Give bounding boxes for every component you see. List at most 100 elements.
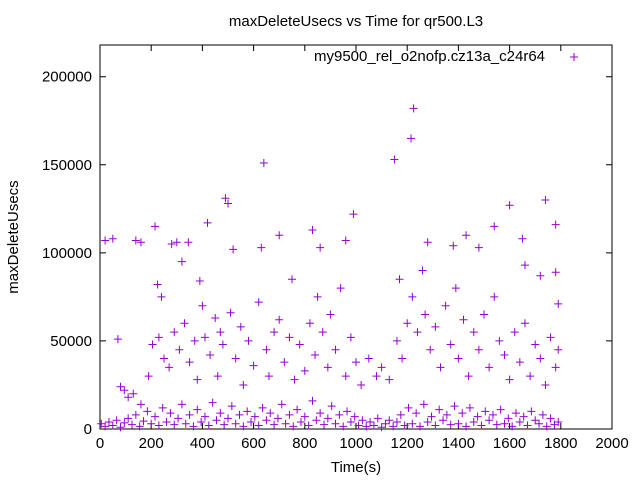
- legend-marker: [570, 53, 578, 61]
- data-point: [162, 417, 171, 426]
- data-point: [160, 354, 168, 363]
- data-point: [373, 414, 382, 423]
- data-point: [531, 416, 540, 425]
- data-point: [116, 382, 125, 391]
- data-point: [554, 345, 563, 354]
- x-tick-label: 400: [190, 435, 215, 452]
- data-point: [354, 421, 363, 430]
- data-point: [519, 412, 528, 421]
- data-point: [308, 396, 317, 405]
- data-point: [281, 419, 290, 428]
- x-tick-label: 1400: [442, 435, 475, 452]
- data-point: [231, 419, 240, 428]
- data-point: [474, 345, 483, 354]
- data-point: [200, 333, 209, 342]
- data-point: [421, 310, 430, 319]
- data-point: [213, 372, 222, 381]
- data-point: [249, 361, 258, 370]
- data-point: [167, 240, 176, 249]
- data-point: [520, 319, 529, 328]
- y-tick-label: 100000: [42, 245, 92, 262]
- data-point: [293, 405, 302, 414]
- data-point: [477, 421, 486, 430]
- legend: my9500_rel_o2nofp.cz13a_c24r64: [314, 48, 578, 65]
- data-point: [508, 422, 517, 431]
- data-point: [148, 340, 157, 349]
- data-point: [464, 372, 473, 381]
- data-point: [408, 292, 417, 301]
- data-point: [488, 410, 497, 419]
- data-point: [154, 333, 163, 342]
- data-point: [423, 417, 432, 426]
- data-point: [311, 351, 320, 360]
- data-point: [275, 231, 284, 240]
- data-point: [451, 284, 460, 293]
- data-point: [449, 241, 458, 250]
- data-point: [124, 414, 133, 423]
- data-point: [346, 333, 355, 342]
- data-point: [469, 328, 478, 337]
- data-point: [412, 409, 421, 418]
- data-point: [326, 310, 335, 319]
- data-point: [331, 345, 340, 354]
- data-point: [500, 351, 509, 360]
- data-point: [385, 375, 394, 384]
- data-point: [116, 423, 125, 432]
- data-point: [500, 419, 509, 428]
- data-point: [518, 234, 527, 243]
- x-tick-label: 2000: [595, 435, 628, 452]
- data-point: [554, 417, 563, 426]
- data-point: [335, 410, 344, 419]
- data-point: [364, 354, 373, 363]
- data-point: [157, 292, 166, 301]
- data-point: [435, 405, 444, 414]
- data-point: [485, 416, 494, 425]
- data-point: [349, 210, 358, 219]
- data-point: [403, 319, 412, 328]
- data-point: [450, 402, 459, 411]
- data-point: [439, 416, 448, 425]
- data-point: [151, 222, 160, 231]
- data-point: [495, 336, 504, 345]
- data-point: [211, 314, 220, 323]
- data-point: [459, 315, 468, 324]
- data-point: [273, 414, 282, 423]
- x-tick-label: 1000: [339, 435, 372, 452]
- data-point: [396, 410, 405, 419]
- data-point: [120, 418, 129, 427]
- data-point: [392, 336, 401, 345]
- data-point: [343, 407, 352, 416]
- data-point: [247, 417, 256, 426]
- data-point: [327, 402, 336, 411]
- data-point: [362, 422, 371, 431]
- data-point: [398, 354, 407, 363]
- data-point: [151, 412, 160, 421]
- data-point: [481, 407, 490, 416]
- data-point: [258, 403, 267, 412]
- data-point: [385, 416, 394, 425]
- data-point: [270, 328, 279, 337]
- data-point: [358, 416, 367, 425]
- data-point: [541, 196, 550, 205]
- data-point: [224, 199, 232, 208]
- data-point: [490, 292, 499, 301]
- data-point: [551, 268, 560, 277]
- data-point: [216, 409, 225, 418]
- data-point: [442, 410, 451, 419]
- x-tick-label: 1800: [544, 435, 577, 452]
- data-point: [295, 340, 304, 349]
- data-point: [231, 354, 240, 363]
- data-point: [400, 421, 409, 430]
- data-point: [185, 410, 194, 419]
- data-point: [136, 400, 145, 409]
- data-point: [101, 422, 110, 431]
- data-point: [153, 280, 162, 289]
- data-point: [520, 261, 529, 270]
- data-point: [296, 417, 305, 426]
- x-tick-label: 1200: [391, 435, 424, 452]
- data-point: [446, 420, 455, 429]
- data-point: [170, 420, 179, 429]
- data-point: [390, 155, 399, 164]
- data-point: [300, 366, 309, 375]
